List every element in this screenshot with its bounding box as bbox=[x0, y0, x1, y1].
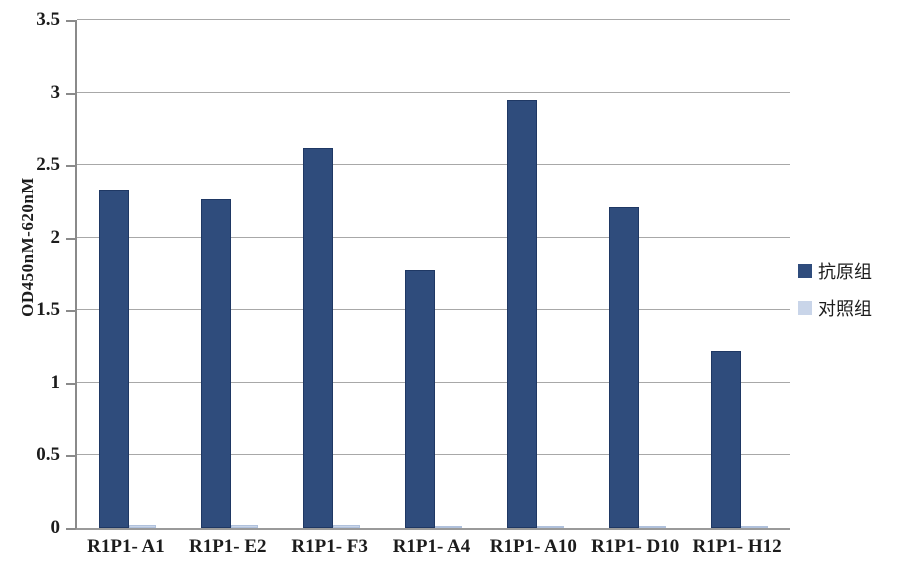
bar-control-4 bbox=[435, 526, 462, 528]
x-tick-label: R1P1- A10 bbox=[489, 536, 577, 557]
bar-control-7 bbox=[740, 526, 768, 528]
y-tick-label: 2.5 bbox=[36, 154, 60, 176]
legend-label: 抗原组 bbox=[818, 262, 872, 282]
bar-antigen-5 bbox=[506, 99, 537, 528]
gridline bbox=[77, 236, 790, 238]
legend-entry-control: 对照组 bbox=[798, 295, 872, 321]
y-tick-mark bbox=[66, 92, 75, 95]
y-tick-label: 0 bbox=[50, 517, 61, 538]
x-tick-label: R1P1- D10 bbox=[591, 536, 680, 557]
bar-antigen-7 bbox=[710, 350, 741, 528]
x-tick-label: R1P1- A4 bbox=[392, 536, 471, 557]
y-tick-mark bbox=[66, 20, 75, 22]
y-tick-mark bbox=[66, 382, 75, 385]
plot-area bbox=[75, 19, 790, 530]
bar-antigen-1 bbox=[99, 189, 130, 528]
x-tick-label: R1P1- F3 bbox=[291, 536, 368, 557]
bar-antigen-3 bbox=[303, 147, 334, 528]
bar-control-5 bbox=[536, 526, 564, 528]
y-tick-mark bbox=[66, 165, 75, 168]
y-tick-mark bbox=[66, 237, 75, 240]
y-tick-label: 1 bbox=[50, 371, 61, 393]
legend-entry-antigen: 抗原组 bbox=[798, 258, 872, 284]
y-tick-label: 2 bbox=[50, 226, 61, 248]
legend-swatch-icon bbox=[798, 264, 812, 278]
bar-control-6 bbox=[638, 526, 666, 528]
x-tick-label: R1P1- E2 bbox=[188, 536, 267, 557]
bar-control-3 bbox=[333, 525, 361, 528]
legend: 抗原组 对照组 bbox=[798, 258, 872, 321]
x-tick-label: R1P1- A1 bbox=[87, 536, 165, 557]
bar-antigen-4 bbox=[405, 269, 435, 528]
gridline bbox=[77, 164, 790, 166]
legend-label: 对照组 bbox=[818, 299, 872, 319]
bar-antigen-2 bbox=[201, 198, 232, 528]
legend-swatch-icon bbox=[798, 301, 812, 315]
y-tick-label: 0.5 bbox=[36, 444, 60, 466]
y-tick-label: 3 bbox=[50, 81, 61, 103]
gridline bbox=[77, 19, 790, 20]
y-tick-label: 1.5 bbox=[36, 299, 60, 321]
y-tick-mark bbox=[66, 310, 75, 313]
bar-antigen-6 bbox=[608, 207, 639, 528]
bar-control-2 bbox=[231, 525, 259, 528]
gridline bbox=[77, 91, 790, 93]
y-tick-mark bbox=[66, 455, 75, 458]
bar-control-1 bbox=[129, 525, 157, 528]
y-tick-mark bbox=[66, 528, 75, 530]
x-tick-label: R1P1- H12 bbox=[692, 536, 782, 557]
y-tick-label: 3.5 bbox=[36, 9, 60, 30]
